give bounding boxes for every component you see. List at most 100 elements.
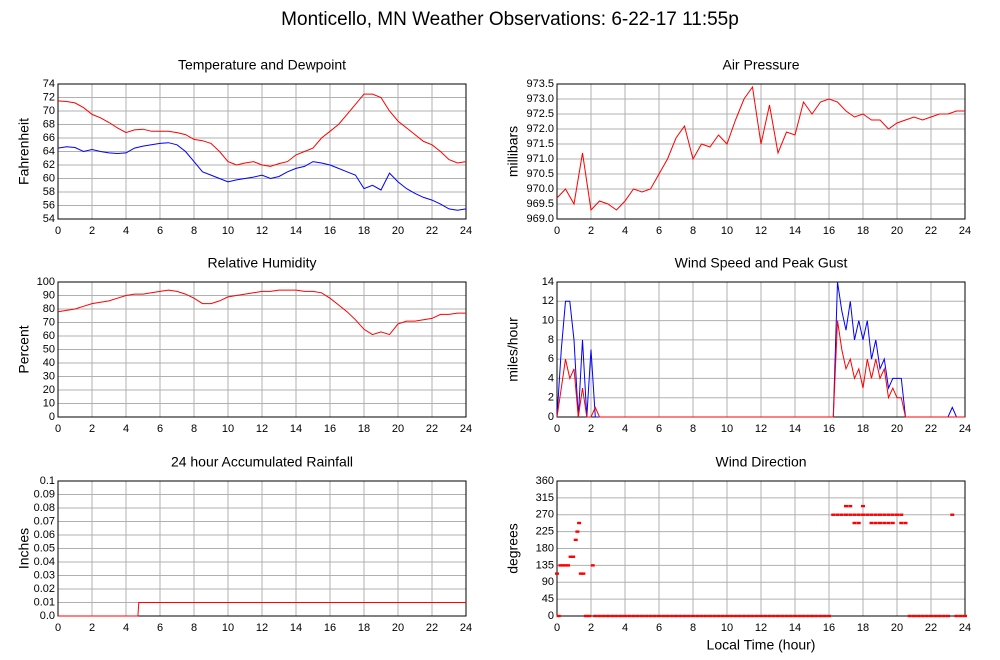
data-point <box>937 614 942 618</box>
x-tick-label: 22 <box>426 622 438 634</box>
data-point <box>835 513 840 516</box>
y-tick-label: 973.5 <box>526 78 554 90</box>
data-point <box>657 614 661 618</box>
x-tick-label: 18 <box>857 423 869 435</box>
data-point <box>691 614 695 618</box>
data-point <box>716 614 721 618</box>
data-point <box>590 564 595 567</box>
data-point <box>563 564 568 567</box>
y-tick-label: 64 <box>43 145 55 157</box>
y-tick-label: 56 <box>43 199 55 211</box>
y-tick-label: 90 <box>542 576 554 588</box>
x-tick-label: 8 <box>690 225 696 237</box>
data-point <box>797 614 802 618</box>
x-tick-label: 4 <box>622 423 628 435</box>
data-point <box>861 513 865 516</box>
data-point <box>556 614 561 618</box>
panel: Air Pressure millibars 969.0 969.5 970.0 970.… <box>505 57 971 237</box>
panel-title: Relative Humidity <box>208 255 317 271</box>
panel-title: Wind Direction <box>715 454 806 470</box>
data-point <box>573 538 578 542</box>
x-tick-label: 18 <box>358 225 370 237</box>
data-point <box>708 614 712 618</box>
data-point <box>725 614 729 618</box>
data-point <box>958 614 963 618</box>
y-axis-label: millibars <box>505 126 521 177</box>
x-tick-label: 6 <box>157 622 163 634</box>
x-tick-label: 22 <box>426 423 438 435</box>
x-tick-label: 14 <box>789 622 801 634</box>
data-point <box>737 614 742 618</box>
x-tick-label: 0 <box>554 423 560 435</box>
page-title: Monticello, MN Weather Observations: 6-2… <box>281 9 739 30</box>
data-point <box>873 513 878 516</box>
x-tick-label: 2 <box>588 225 594 237</box>
x-tick-label: 22 <box>925 225 937 237</box>
y-tick-label: 315 <box>536 492 554 504</box>
y-tick-label: 969.0 <box>526 213 554 225</box>
x-tick-label: 12 <box>256 423 268 435</box>
x-tick-label: 24 <box>959 225 971 237</box>
data-point <box>839 513 844 516</box>
x-tick-label: 0 <box>554 225 560 237</box>
data-point <box>882 513 887 516</box>
x-tick-label: 2 <box>588 622 594 634</box>
data-point <box>873 521 878 525</box>
x-tick-label: 0 <box>55 423 61 435</box>
data-point <box>963 614 967 618</box>
data-point <box>703 614 708 618</box>
data-point <box>720 614 725 618</box>
data-point <box>686 614 691 618</box>
y-tick-label: 100 <box>37 276 55 288</box>
data-point <box>695 614 700 618</box>
y-tick-label: 0.1 <box>40 475 55 487</box>
data-point <box>886 521 891 525</box>
data-point <box>648 614 653 618</box>
x-tick-label: 20 <box>891 423 903 435</box>
data-point <box>575 530 580 533</box>
data-point <box>899 513 904 516</box>
data-point <box>665 614 670 618</box>
y-tick-label: 30 <box>43 370 55 382</box>
data-point <box>852 513 857 516</box>
data-point <box>776 614 780 618</box>
data-point <box>844 513 848 516</box>
y-tick-label: 72 <box>43 91 55 103</box>
x-tick-label: 12 <box>256 622 268 634</box>
data-line <box>57 289 466 336</box>
data-point <box>895 513 899 516</box>
y-tick-label: 90 <box>43 289 55 301</box>
y-tick-label: 4 <box>548 372 554 384</box>
data-point <box>818 614 823 618</box>
y-tick-label: 0.0 <box>40 610 55 622</box>
data-point <box>780 614 785 618</box>
data-line <box>556 320 965 418</box>
y-tick-label: 970.5 <box>526 168 554 180</box>
x-tick-label: 16 <box>324 622 336 634</box>
x-tick-label: 14 <box>290 225 302 237</box>
y-tick-label: 68 <box>43 118 55 130</box>
data-point <box>907 614 912 618</box>
x-axis-label: Local Time (hour) <box>707 637 816 653</box>
panel: Wind Speed and Peak Gustmiles/hour024681… <box>505 255 971 435</box>
x-tick-label: 20 <box>392 225 404 237</box>
data-point <box>767 614 772 618</box>
y-tick-label: 80 <box>43 303 55 315</box>
x-tick-label: 6 <box>656 423 662 435</box>
x-tick-label: 2 <box>89 225 95 237</box>
data-point <box>577 521 582 525</box>
data-point <box>742 614 746 618</box>
y-tick-label: 20 <box>43 384 55 396</box>
data-point <box>878 521 882 525</box>
data-point <box>578 572 583 575</box>
data-point <box>822 614 827 618</box>
plot-frame <box>57 83 467 220</box>
y-tick-label: 0.06 <box>34 529 55 541</box>
x-tick-label: 20 <box>891 622 903 634</box>
x-tick-label: 24 <box>959 622 971 634</box>
data-point <box>882 521 887 525</box>
x-tick-label: 16 <box>823 423 835 435</box>
data-point <box>852 521 857 525</box>
data-point <box>759 614 763 618</box>
data-point <box>827 614 831 618</box>
